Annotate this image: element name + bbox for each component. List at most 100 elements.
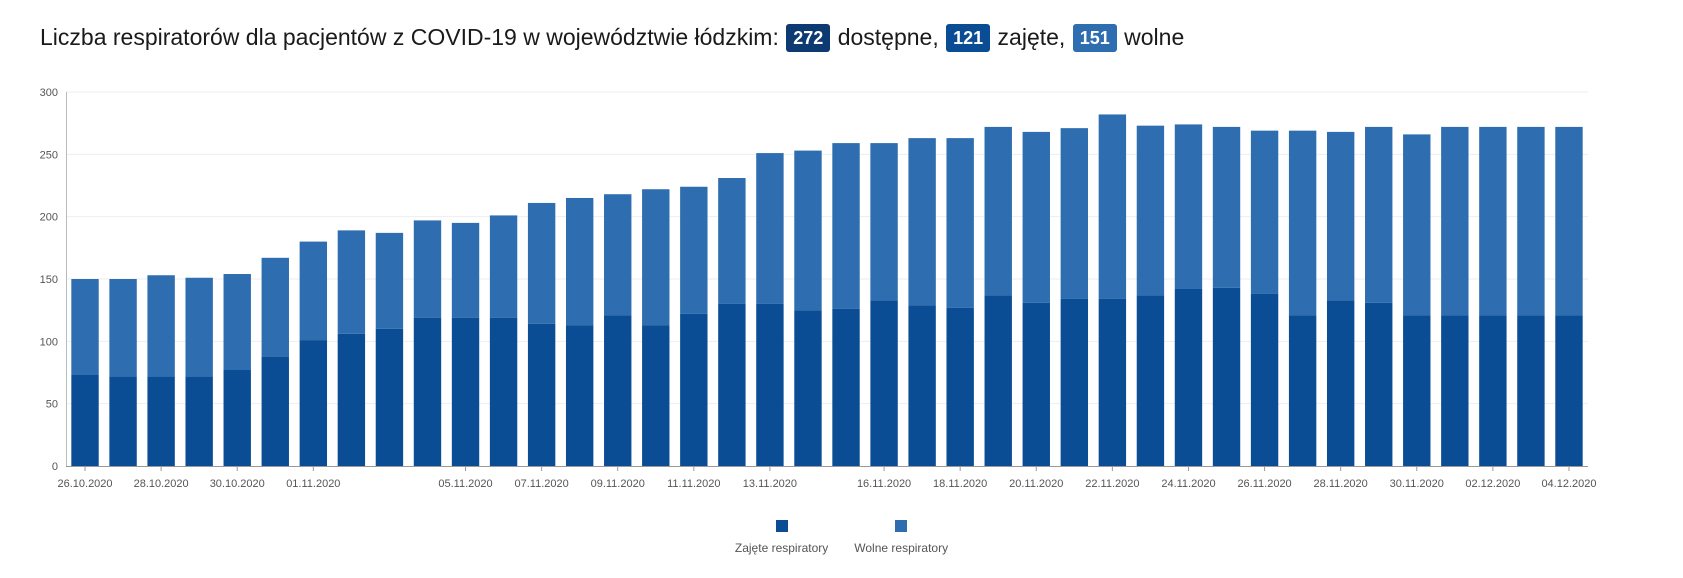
bar-occupied xyxy=(718,303,746,466)
bar-occupied xyxy=(908,305,936,466)
legend-item-free[interactable]: Wolne respiratory xyxy=(854,520,948,555)
bar-free xyxy=(1250,130,1279,294)
page-title: Liczba respiratorów dla pacjentów z COVI… xyxy=(40,20,1184,54)
bar-free xyxy=(375,232,404,329)
bar-free xyxy=(565,197,594,326)
x-tick-label: 04.12.2020 xyxy=(1541,478,1596,490)
x-tick-label: 28.10.2020 xyxy=(134,478,189,490)
bar-occupied xyxy=(1517,315,1545,466)
bar-free xyxy=(147,275,175,377)
bar-free xyxy=(71,279,99,375)
x-tick-label: 30.10.2020 xyxy=(210,478,265,490)
bar-free xyxy=(261,257,289,357)
x-tick-label: 18.11.2020 xyxy=(933,478,987,490)
legend-swatch-occupied xyxy=(775,520,788,532)
bar-occupied xyxy=(794,310,822,466)
x-tick-label: 26.10.2020 xyxy=(57,478,112,490)
x-tick-label: 26.11.2020 xyxy=(1237,478,1291,490)
bar-occupied xyxy=(946,307,974,466)
y-tick-label: 50 xyxy=(46,399,58,411)
y-tick-label: 100 xyxy=(40,336,58,348)
bar-free xyxy=(794,150,822,311)
x-tick-label: 22.11.2020 xyxy=(1085,478,1139,490)
bar-free xyxy=(1136,125,1165,296)
bar-occupied xyxy=(604,315,632,466)
x-tick-label: 05.11.2020 xyxy=(438,478,492,490)
legend-label-free: Wolne respiratory xyxy=(854,541,949,555)
bar-free xyxy=(642,189,670,326)
legend-swatch-free xyxy=(895,520,908,532)
bar-free xyxy=(1441,126,1469,316)
bar-free xyxy=(946,138,974,308)
bar-free xyxy=(1098,114,1127,299)
bar-occupied xyxy=(413,317,442,466)
bar-occupied xyxy=(489,317,518,466)
bar-occupied xyxy=(832,308,860,466)
bar-occupied xyxy=(565,325,594,466)
free-badge: 151 xyxy=(1072,24,1117,52)
y-tick-label: 0 xyxy=(52,461,58,473)
bar-free xyxy=(1212,126,1241,288)
x-tick-label: 28.11.2020 xyxy=(1314,478,1368,490)
bar-occupied xyxy=(375,328,404,466)
bar-free xyxy=(1555,126,1583,316)
bar-occupied xyxy=(680,313,708,466)
bar-free xyxy=(908,138,936,306)
y-tick-label: 250 xyxy=(40,149,58,161)
x-tick-label: 07.11.2020 xyxy=(515,478,569,490)
bar-occupied xyxy=(1326,300,1355,466)
title-prefix: Liczba respiratorów dla pacjentów z COVI… xyxy=(40,24,779,50)
bar-free xyxy=(527,202,556,324)
free-label: wolne xyxy=(1124,24,1185,50)
bar-free xyxy=(1403,134,1431,316)
bar-free xyxy=(1288,130,1317,316)
x-tick-label: 30.11.2020 xyxy=(1390,478,1444,490)
bar-occupied xyxy=(1441,315,1469,466)
y-tick-label: 200 xyxy=(40,212,58,224)
bar-free xyxy=(718,178,746,304)
bar-free xyxy=(832,143,860,309)
legend-item-occupied[interactable]: Zajęte respiratory xyxy=(735,520,828,555)
bar-free xyxy=(223,274,251,371)
bar-occupied xyxy=(1479,315,1507,466)
bar-occupied xyxy=(1136,295,1165,466)
bar-occupied xyxy=(1174,288,1203,466)
bar-free xyxy=(756,153,784,304)
bar-occupied xyxy=(1288,315,1317,466)
x-tick-label: 01.11.2020 xyxy=(286,478,340,490)
bar-occupied xyxy=(1365,302,1393,466)
x-tick-label: 02.12.2020 xyxy=(1465,478,1520,490)
x-tick-label: 24.11.2020 xyxy=(1161,478,1215,490)
bar-free xyxy=(680,186,708,314)
bar-occupied xyxy=(223,370,251,466)
bar-free xyxy=(337,230,366,334)
bar-free xyxy=(1517,126,1545,316)
y-tick-label: 300 xyxy=(40,87,58,99)
y-tick-label: 150 xyxy=(40,274,58,286)
bar-occupied xyxy=(870,300,898,466)
bar-free xyxy=(870,143,898,301)
x-tick-label: 09.11.2020 xyxy=(591,478,645,490)
x-tick-label: 11.11.2020 xyxy=(667,478,720,490)
total-label: dostępne, xyxy=(837,24,939,50)
bar-free xyxy=(1326,131,1355,301)
occupied-badge: 121 xyxy=(946,24,991,52)
bar-occupied xyxy=(451,317,480,466)
bar-free xyxy=(299,241,328,341)
bar-free xyxy=(185,277,213,377)
chart-legend: Zajęte respiratory Wolne respiratory xyxy=(0,520,1683,555)
x-tick-label: 16.11.2020 xyxy=(857,478,911,490)
x-tick-label: 13.11.2020 xyxy=(743,478,797,490)
bar-occupied xyxy=(185,376,213,466)
bar-occupied xyxy=(1098,298,1127,466)
x-tick-label: 20.11.2020 xyxy=(1009,478,1063,490)
bar-occupied xyxy=(299,340,328,466)
bar-free xyxy=(1060,128,1089,299)
bar-occupied xyxy=(109,376,137,466)
occupied-label: zajęte, xyxy=(997,24,1066,50)
total-badge: 272 xyxy=(786,24,831,52)
bar-occupied xyxy=(1022,302,1050,466)
bar-occupied xyxy=(1250,293,1279,466)
bar-free xyxy=(1479,126,1507,316)
